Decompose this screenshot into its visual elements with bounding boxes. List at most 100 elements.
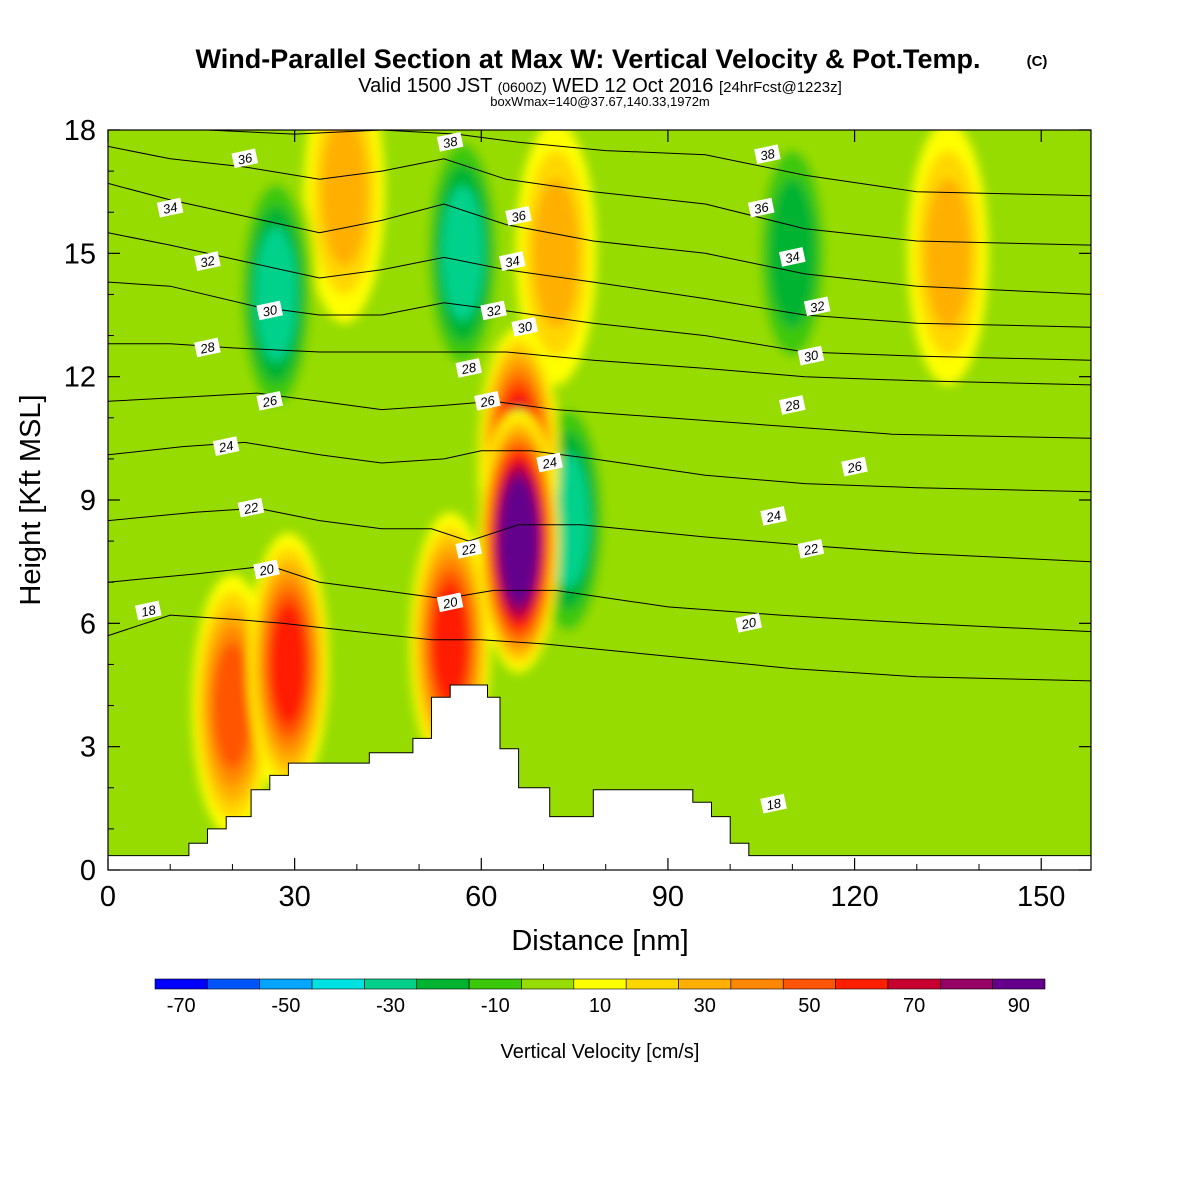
colorbar-tick-label: -30 xyxy=(376,995,405,1017)
contour-label-text: 36 xyxy=(236,150,254,168)
colorbar-tick-label: 10 xyxy=(589,995,611,1017)
x-tick-label: 60 xyxy=(465,881,497,913)
contour-label-box xyxy=(760,506,787,526)
colorbar-swatch xyxy=(207,978,261,990)
chart-subtitle: Valid 1500 JST (0600Z) WED 12 Oct 2016 [… xyxy=(358,75,842,97)
y-tick-label: 0 xyxy=(80,855,96,887)
contour-label-box xyxy=(797,538,825,559)
contour-label-box xyxy=(194,337,221,358)
x-tick-label: 30 xyxy=(279,881,311,913)
x-tick-label: 90 xyxy=(652,881,684,913)
contour-label: 30 xyxy=(511,316,538,337)
isentrope-32 xyxy=(108,232,1091,328)
isentrope-18 xyxy=(108,614,1091,682)
velocity-band xyxy=(501,486,536,596)
y-tick-label: 3 xyxy=(80,732,96,764)
contour-label-text: 22 xyxy=(459,540,478,558)
contour-label-text: 30 xyxy=(802,347,820,365)
contour-label-text: 20 xyxy=(441,594,460,612)
colorbar-swatch xyxy=(678,978,732,990)
velocity-cell xyxy=(478,409,560,673)
contour-label-box xyxy=(536,452,563,473)
velocity-band xyxy=(924,178,971,328)
colorbar-label: Vertical Velocity [cm/s] xyxy=(501,1041,700,1063)
colorbar-swatch xyxy=(259,978,313,990)
contour-label-text: 26 xyxy=(845,458,864,476)
colorbar-tick-label: -50 xyxy=(271,995,300,1017)
contour-label: 20 xyxy=(436,592,464,613)
colorbar-swatch xyxy=(730,978,784,990)
colorbar-swatch xyxy=(782,978,836,990)
velocity-band xyxy=(255,227,297,362)
contour-label: 32 xyxy=(194,251,221,271)
contour-label-text: 30 xyxy=(516,318,534,336)
contour-label-text: 28 xyxy=(459,359,478,377)
velocity-band xyxy=(213,642,252,769)
contour-label-box xyxy=(841,456,868,477)
contour-label: 38 xyxy=(436,131,464,152)
contour-label-box xyxy=(194,251,221,271)
velocity-cell xyxy=(422,130,504,385)
contour-label-text: 22 xyxy=(241,499,260,517)
contour-label-box xyxy=(803,296,831,317)
contour-label-text: 24 xyxy=(217,438,235,456)
contour-label: 20 xyxy=(735,612,762,633)
colorbar-swatch xyxy=(573,978,627,990)
x-tick-label: 120 xyxy=(830,881,878,913)
velocity-shading xyxy=(191,130,989,838)
x-tick-label: 0 xyxy=(100,881,116,913)
contour-label: 24 xyxy=(760,506,787,526)
y-tick-label: 12 xyxy=(64,362,96,394)
contour-label-box xyxy=(778,395,806,415)
contour-label-box xyxy=(156,197,184,218)
colorbar-swatch xyxy=(939,978,993,990)
contour-label-box xyxy=(256,300,283,321)
contour-label: 38 xyxy=(754,144,781,165)
contour-label-text: 36 xyxy=(753,199,771,217)
isentrope-30 xyxy=(108,281,1091,361)
colorbar-swatch xyxy=(154,978,208,990)
colorbar-swatch xyxy=(992,978,1046,990)
contour-label-text: 34 xyxy=(504,253,521,271)
isentrope-24 xyxy=(108,441,1091,493)
contour-label-text: 22 xyxy=(801,540,820,558)
contour-label-text: 32 xyxy=(485,302,503,320)
contour-label-text: 38 xyxy=(442,133,460,151)
colorbar-tick-label: 50 xyxy=(798,995,820,1017)
contour-label-box xyxy=(480,300,507,321)
velocity-band xyxy=(321,130,368,267)
contour-label: 18 xyxy=(760,793,787,814)
contour-label: 22 xyxy=(237,497,265,518)
colorbar-swatch xyxy=(887,978,941,990)
subtitle-date: WED 12 Oct 2016 xyxy=(552,75,713,97)
contour-label: 28 xyxy=(455,358,482,378)
isentrope-36 xyxy=(108,145,1091,246)
velocity-cell xyxy=(907,130,989,385)
contour-label: 24 xyxy=(536,452,563,473)
x-axis: 0 30 60 90 120 150 xyxy=(100,130,1065,913)
contour-label-text: 28 xyxy=(198,339,217,357)
contour-label-box xyxy=(505,205,532,226)
colorbar: -70 -50 -30 -10 10 30 50 70 90 xyxy=(154,978,1046,1017)
contour-label-text: 24 xyxy=(764,508,782,526)
contour-label-box xyxy=(253,559,280,580)
contour-label-box xyxy=(237,497,265,518)
contour-label-text: 32 xyxy=(199,253,217,271)
contour-label: 28 xyxy=(778,395,806,415)
x-tick-label: 150 xyxy=(1017,881,1065,913)
contour-label-text: 20 xyxy=(257,561,276,579)
colorbar-swatch xyxy=(416,978,470,990)
contour-label: 32 xyxy=(803,296,831,317)
contour-label-box xyxy=(760,793,787,814)
contour-label-text: 26 xyxy=(478,392,497,410)
contour-label-box xyxy=(436,592,464,613)
velocity-band xyxy=(441,185,484,321)
isentrope-34 xyxy=(108,182,1091,295)
contour-label-text: 34 xyxy=(784,249,801,267)
y-tick-label: 6 xyxy=(80,608,96,640)
colorbar-tick-label: -70 xyxy=(167,995,196,1017)
y-axis-label: Height [Kft MSL] xyxy=(15,394,47,605)
contour-label-text: 18 xyxy=(765,795,783,813)
contour-label: 34 xyxy=(778,247,806,267)
